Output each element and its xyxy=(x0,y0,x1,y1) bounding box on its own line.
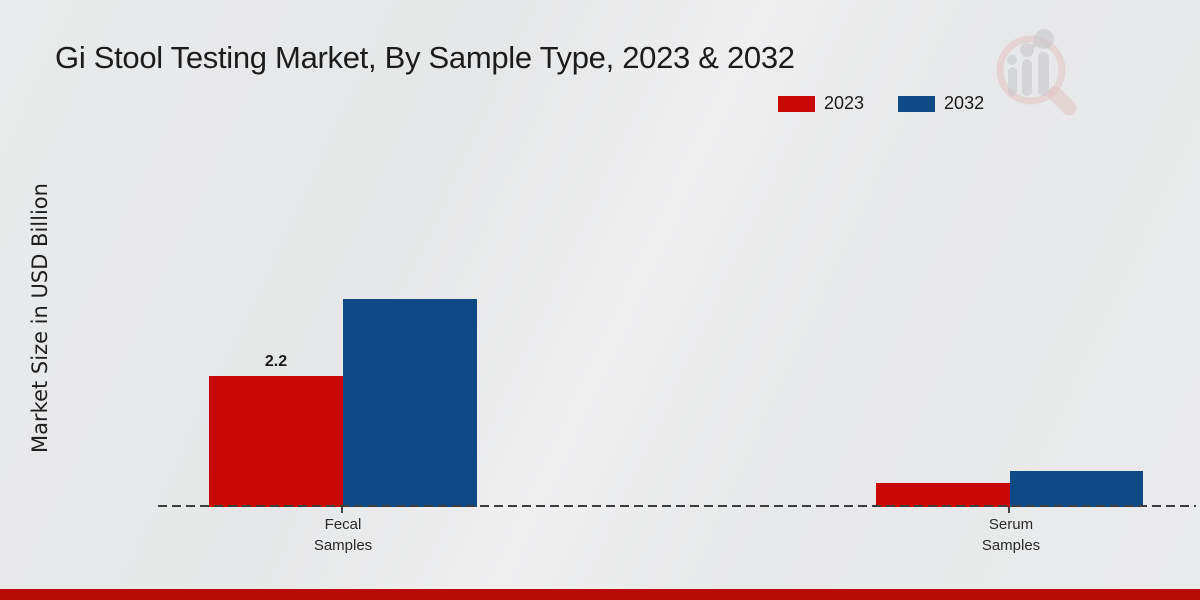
legend-label-2023: 2023 xyxy=(824,93,865,113)
category-label-fecal-samples: Fecal Samples xyxy=(313,516,373,554)
category-label-serum-samples: Serum Samples xyxy=(981,516,1041,554)
bar-fecal-samples-2032 xyxy=(343,299,477,507)
x-axis-dashed-baseline xyxy=(158,505,1196,507)
brand-watermark-logo xyxy=(996,29,1077,116)
magnifier-handle-icon xyxy=(1047,86,1077,116)
growth-bars-icon xyxy=(1008,52,1049,96)
legend-label-2032: 2032 xyxy=(944,93,985,113)
legend-swatch-2032 xyxy=(898,95,936,112)
trend-dots-icon xyxy=(1007,29,1054,65)
x-axis-tick-serum xyxy=(1008,507,1010,513)
legend-swatch-2023 xyxy=(778,95,815,112)
plot-area: 2.2 xyxy=(209,299,1143,507)
x-axis-tick-fecal xyxy=(341,507,343,513)
footer-accent-bar xyxy=(0,589,1200,600)
bar-serum-samples-2032 xyxy=(1010,471,1143,507)
chart-title: Gi Stool Testing Market, By Sample Type,… xyxy=(55,40,795,75)
bar-serum-samples-2023 xyxy=(876,483,1010,507)
magnifier-ring-icon xyxy=(996,35,1066,105)
magnifier-icon xyxy=(996,35,1077,116)
bar-value-label: 2.2 xyxy=(264,353,288,370)
legend-item-2032: 2032 xyxy=(898,93,984,114)
legend: 2023 2032 xyxy=(778,93,984,114)
bar-fecal-samples-2023 xyxy=(209,376,343,507)
legend-item-2023: 2023 xyxy=(778,93,864,114)
